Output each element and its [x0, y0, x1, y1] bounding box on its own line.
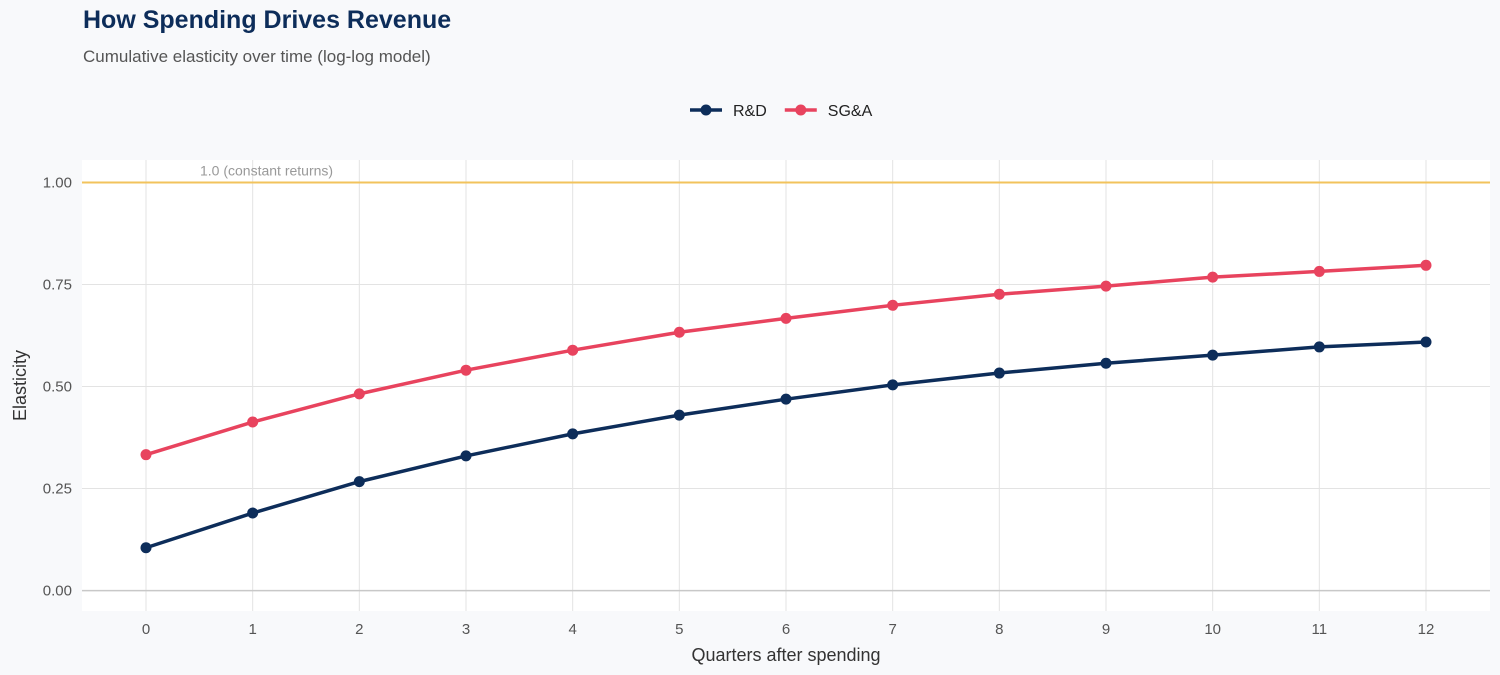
data-point	[1313, 341, 1325, 353]
x-axis-label: Quarters after spending	[691, 645, 880, 665]
x-tick-label: 0	[142, 621, 150, 638]
data-point	[887, 379, 899, 391]
y-tick-label: 0.50	[43, 379, 72, 396]
data-point	[1100, 357, 1112, 369]
x-tick-label: 4	[568, 621, 576, 638]
data-point	[993, 288, 1005, 300]
data-point	[887, 299, 899, 311]
reference-line-label: 1.0 (constant returns)	[200, 162, 333, 178]
data-point	[247, 416, 259, 428]
data-point	[673, 409, 685, 421]
data-point	[1207, 271, 1219, 283]
data-point	[1420, 259, 1432, 271]
chart-subtitle: Cumulative elasticity over time (log-log…	[83, 47, 431, 66]
data-point	[780, 393, 792, 405]
x-tick-label: 9	[1102, 621, 1110, 638]
data-point	[673, 326, 685, 338]
data-point	[353, 388, 365, 400]
y-axis-label: Elasticity	[10, 350, 30, 421]
y-tick-label: 0.25	[43, 481, 72, 498]
data-point	[567, 428, 579, 440]
data-point	[1100, 280, 1112, 292]
x-tick-label: 3	[462, 621, 470, 638]
x-tick-label: 1	[248, 621, 256, 638]
x-tick-label: 6	[782, 621, 790, 638]
data-point	[780, 312, 792, 324]
legend-key-point	[700, 104, 712, 116]
data-point	[460, 450, 472, 462]
x-tick-label: 8	[995, 621, 1003, 638]
x-tick-label: 2	[355, 621, 363, 638]
x-tick-label: 5	[675, 621, 683, 638]
data-point	[140, 449, 152, 461]
legend-key-point	[795, 104, 807, 116]
x-tick-label: 11	[1312, 621, 1328, 638]
data-point	[993, 367, 1005, 379]
x-tick-label: 7	[888, 621, 896, 638]
data-point	[1313, 265, 1325, 277]
chart-title: How Spending Drives Revenue	[83, 6, 452, 34]
data-point	[353, 476, 365, 488]
y-tick-label: 1.00	[43, 174, 72, 191]
y-tick-label: 0.75	[43, 276, 72, 293]
x-tick-label: 12	[1418, 621, 1435, 638]
data-point	[140, 542, 152, 554]
x-tick-label: 10	[1204, 621, 1221, 638]
data-point	[1207, 349, 1219, 361]
legend-label: SG&A	[828, 103, 873, 120]
data-point	[247, 507, 259, 519]
legend-label: R&D	[733, 103, 767, 120]
data-point	[460, 364, 472, 376]
data-point	[1420, 336, 1432, 348]
data-point	[567, 344, 579, 356]
y-tick-label: 0.00	[43, 583, 72, 600]
